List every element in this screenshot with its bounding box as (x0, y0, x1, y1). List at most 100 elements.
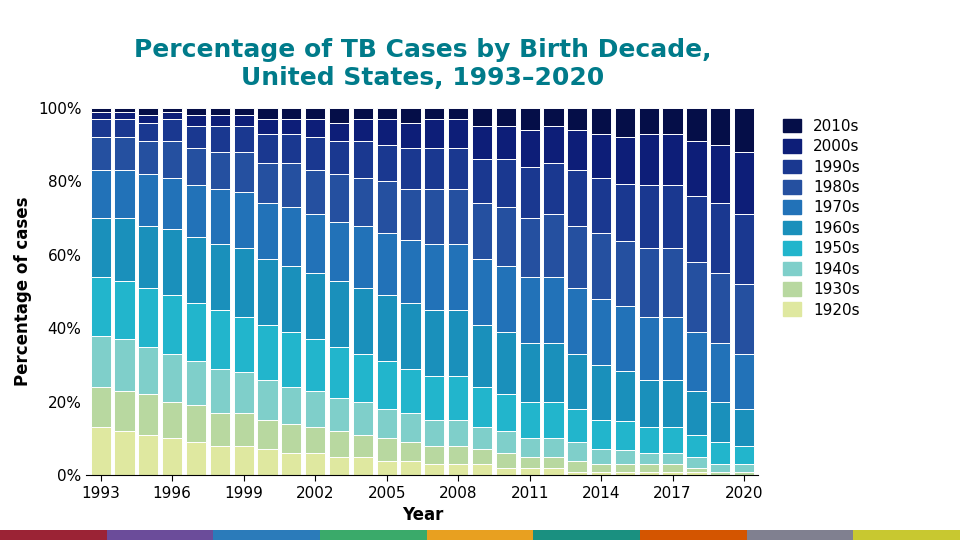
Bar (495, 207, 516, 266)
Bar (424, 376, 444, 420)
Bar (734, 471, 755, 475)
Bar (233, 247, 253, 318)
Bar (186, 406, 206, 442)
Bar (591, 134, 612, 178)
Bar (567, 354, 588, 409)
Bar (614, 184, 636, 241)
Bar (567, 288, 588, 354)
Bar (495, 431, 516, 453)
Bar (114, 112, 134, 119)
Bar (543, 343, 564, 402)
Bar (400, 442, 420, 461)
Bar (710, 343, 731, 402)
Bar (734, 354, 755, 409)
Bar (424, 148, 444, 189)
Bar (376, 295, 396, 361)
Bar (281, 207, 301, 266)
Bar (662, 134, 683, 185)
Bar (686, 196, 707, 262)
Bar (400, 240, 420, 302)
Bar (591, 233, 612, 299)
Bar (448, 119, 468, 148)
Bar (162, 141, 182, 178)
Bar (376, 181, 396, 233)
Bar (686, 262, 707, 332)
Bar (662, 318, 683, 380)
Bar (591, 464, 612, 471)
Bar (90, 277, 110, 336)
Bar (233, 446, 253, 475)
Bar (281, 424, 301, 453)
Bar (567, 461, 588, 471)
Bar (567, 108, 588, 130)
Bar (329, 123, 349, 141)
X-axis label: Year: Year (401, 506, 444, 524)
Bar (305, 119, 325, 137)
Bar (352, 402, 372, 435)
Bar (686, 391, 707, 435)
Bar (519, 277, 540, 343)
Bar (376, 409, 396, 438)
Bar (400, 148, 420, 189)
Bar (662, 380, 683, 428)
Bar (376, 361, 396, 409)
Bar (257, 449, 277, 475)
Bar (614, 371, 636, 421)
Bar (448, 420, 468, 446)
Bar (329, 281, 349, 347)
Bar (400, 461, 420, 475)
Bar (638, 134, 659, 185)
Bar (233, 318, 253, 373)
Bar (257, 325, 277, 380)
Bar (710, 442, 731, 464)
Bar (638, 471, 659, 475)
Bar (567, 171, 588, 226)
Bar (138, 141, 158, 174)
Bar (543, 457, 564, 468)
Bar (519, 438, 540, 457)
Bar (710, 204, 731, 273)
Bar (543, 108, 564, 126)
Bar (638, 108, 659, 134)
Bar (686, 141, 707, 196)
Bar (495, 159, 516, 207)
Bar (638, 464, 659, 471)
Bar (329, 222, 349, 281)
Bar (472, 204, 492, 259)
Bar (591, 365, 612, 420)
Bar (519, 457, 540, 468)
Bar (305, 171, 325, 214)
Bar (424, 108, 444, 119)
Bar (281, 453, 301, 475)
Bar (138, 435, 158, 475)
Bar (424, 446, 444, 464)
Bar (591, 178, 612, 233)
Text: Percentage of TB Cases by Birth Decade,
United States, 1993–2020: Percentage of TB Cases by Birth Decade, … (133, 38, 711, 90)
Bar (424, 119, 444, 148)
Bar (376, 145, 396, 181)
Bar (638, 453, 659, 464)
Bar (90, 112, 110, 119)
Bar (329, 347, 349, 398)
Bar (209, 152, 230, 189)
Bar (543, 163, 564, 214)
Bar (138, 347, 158, 394)
Bar (519, 218, 540, 277)
Bar (448, 464, 468, 475)
Bar (400, 413, 420, 442)
Bar (567, 226, 588, 288)
Bar (519, 343, 540, 402)
Bar (138, 116, 158, 123)
Bar (734, 108, 755, 152)
Bar (162, 178, 182, 229)
Bar (400, 369, 420, 413)
Bar (305, 273, 325, 339)
Bar (138, 108, 158, 116)
Bar (448, 189, 468, 244)
Bar (543, 277, 564, 343)
Bar (281, 119, 301, 134)
Bar (305, 453, 325, 475)
Bar (543, 126, 564, 163)
Bar (376, 461, 396, 475)
Bar (186, 148, 206, 185)
